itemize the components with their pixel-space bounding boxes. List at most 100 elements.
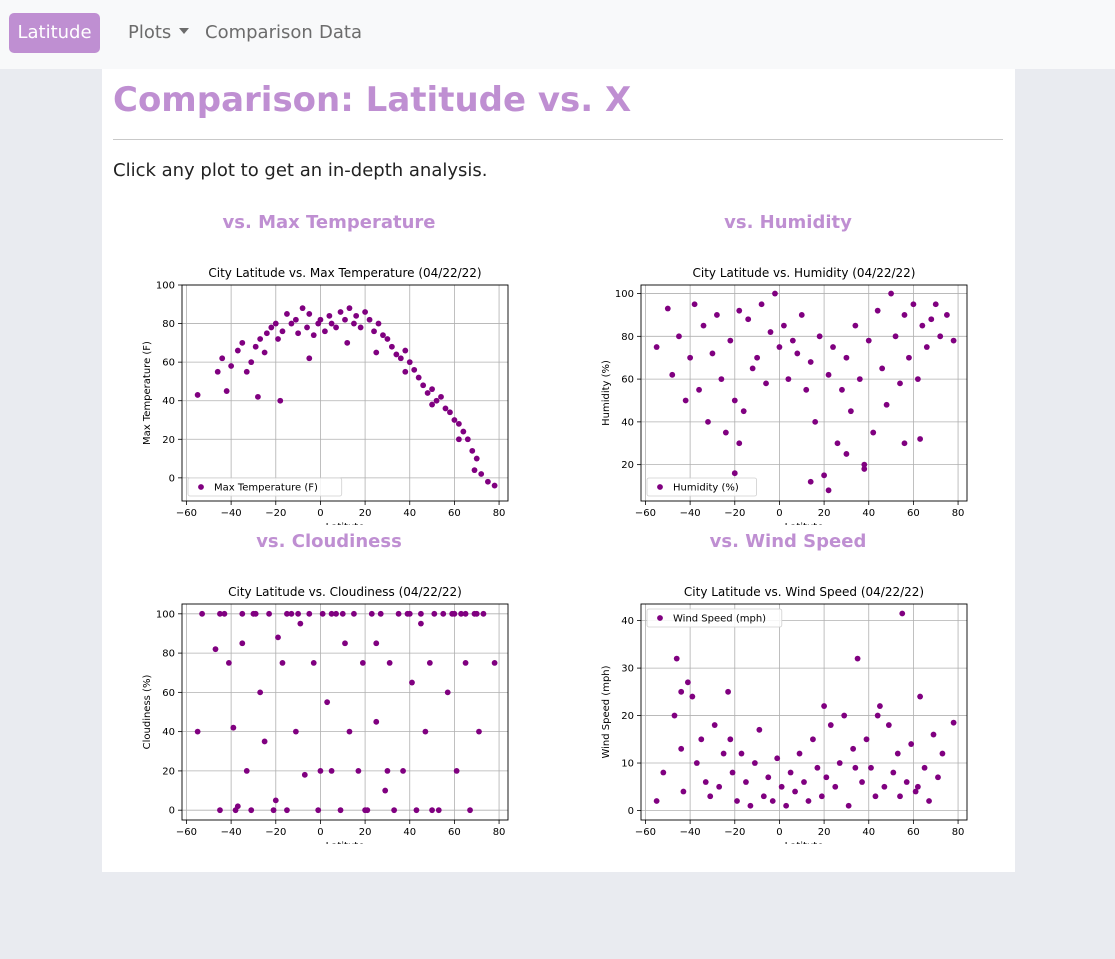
x-tick-label: 40 [862, 827, 875, 838]
data-point [433, 397, 440, 404]
data-point [874, 712, 881, 719]
data-point [351, 610, 357, 617]
x-tick-label: 20 [818, 508, 831, 519]
data-point [232, 807, 239, 814]
data-point [418, 610, 424, 617]
data-point [225, 660, 232, 666]
chart-svg: −60 −40 −20 0 20 40 60 80 0 20 40 60 80 100 City Latit… [142, 585, 509, 844]
data-point [272, 797, 279, 804]
data-point [257, 336, 264, 342]
y-tick-label: 100 [615, 289, 634, 300]
data-point [485, 478, 491, 485]
data-point [366, 316, 373, 323]
x-tick-label: −60 [635, 827, 656, 838]
data-point [740, 408, 747, 415]
data-point [754, 354, 761, 361]
data-point [906, 354, 912, 361]
x-tick-label: 80 [493, 827, 506, 838]
data-point [772, 290, 778, 297]
data-point [391, 807, 398, 814]
x-tick-label: 0 [317, 508, 323, 519]
x-tick-label: −60 [176, 827, 197, 838]
x-tick-label: 20 [818, 827, 831, 838]
y-tick-label: 80 [162, 319, 175, 330]
data-point [239, 610, 246, 617]
data-point [455, 436, 462, 443]
legend-marker [657, 615, 663, 621]
data-point [928, 316, 935, 323]
nav-item-comparison[interactable]: Comparison [205, 22, 313, 43]
plot-frame [181, 603, 509, 821]
data-point [729, 769, 736, 776]
x-tick-label: 80 [952, 508, 965, 519]
data-point [861, 466, 868, 472]
data-point [798, 312, 805, 318]
data-point [194, 392, 201, 398]
data-point [368, 610, 375, 617]
data-point [473, 455, 480, 462]
legend: Max Temperature (F) [187, 477, 343, 497]
data-point [435, 807, 442, 814]
data-point [375, 320, 382, 327]
data-point [275, 634, 281, 641]
y-axis-label: Wind Speed (mph) [601, 665, 612, 758]
x-axis-label: Latitute [326, 841, 365, 844]
data-point [377, 610, 384, 617]
data-point [660, 769, 667, 776]
y-tick-label: 80 [621, 332, 634, 343]
legend-box [646, 608, 783, 628]
data-point [939, 750, 946, 757]
data-point [415, 374, 422, 381]
data-point [214, 368, 221, 375]
data-point [796, 750, 803, 757]
legend-box [187, 477, 343, 497]
heading-humidity: vs. Humidity [724, 212, 852, 233]
data-point [825, 371, 832, 378]
data-point [447, 409, 453, 416]
brand-link[interactable]: Latitude [9, 13, 100, 53]
data-point [832, 783, 839, 790]
data-point [807, 359, 814, 365]
data-point [268, 324, 275, 331]
data-point [856, 376, 863, 382]
data-point [926, 798, 932, 804]
divider [113, 139, 1003, 140]
data-point [821, 472, 827, 479]
data-point [248, 359, 255, 366]
data-point [923, 344, 930, 350]
data-point [935, 774, 941, 781]
data-point [825, 487, 832, 494]
x-tick-label: −40 [680, 508, 701, 519]
y-tick-label: 10 [621, 759, 634, 770]
legend-label: Humidity (%) [673, 483, 739, 494]
data-point [843, 354, 850, 361]
data-point [255, 393, 261, 400]
legend: Wind Speed (mph) [646, 608, 783, 628]
data-point [725, 688, 731, 695]
data-point [709, 350, 716, 357]
data-point [653, 344, 660, 350]
nav-item-data[interactable]: Data [319, 22, 362, 43]
data-point [464, 436, 471, 443]
plot-max-temperature[interactable]: −60 −40 −20 0 20 40 60 80 0 20 40 60 80 100 City Latit… [120, 255, 540, 525]
plot-humidity[interactable]: −60 −40 −20 0 20 40 60 80 20 40 60 80 100 City Latitu… [579, 255, 999, 525]
chart-title: City Latitude vs. Cloudiness (04/22/22) [228, 585, 462, 599]
y-axis-label: Max Temperature (F) [142, 341, 153, 445]
data-point [689, 693, 696, 700]
heading-cloudiness: vs. Cloudiness [256, 531, 402, 552]
data-point [228, 363, 235, 369]
data-point [693, 760, 700, 766]
data-point [870, 429, 877, 436]
plot-frame [181, 284, 509, 502]
data-point [409, 679, 415, 686]
x-tick-label: −20 [265, 508, 286, 519]
data-point [328, 768, 335, 774]
nav-item-plots-dropdown[interactable]: Plots [128, 22, 190, 43]
data-point [944, 312, 950, 318]
data-point [239, 640, 246, 647]
chart-svg: −60 −40 −20 0 20 40 60 80 0 10 20 30 40 City Latitude… [601, 585, 968, 844]
plot-wind-speed[interactable]: −60 −40 −20 0 20 40 60 80 0 10 20 30 40 City Latitude… [579, 574, 999, 844]
plot-cloudiness[interactable]: −60 −40 −20 0 20 40 60 80 0 20 40 60 80 100 City Latit… [120, 574, 540, 844]
data-point [743, 779, 749, 785]
data-point [362, 807, 368, 814]
